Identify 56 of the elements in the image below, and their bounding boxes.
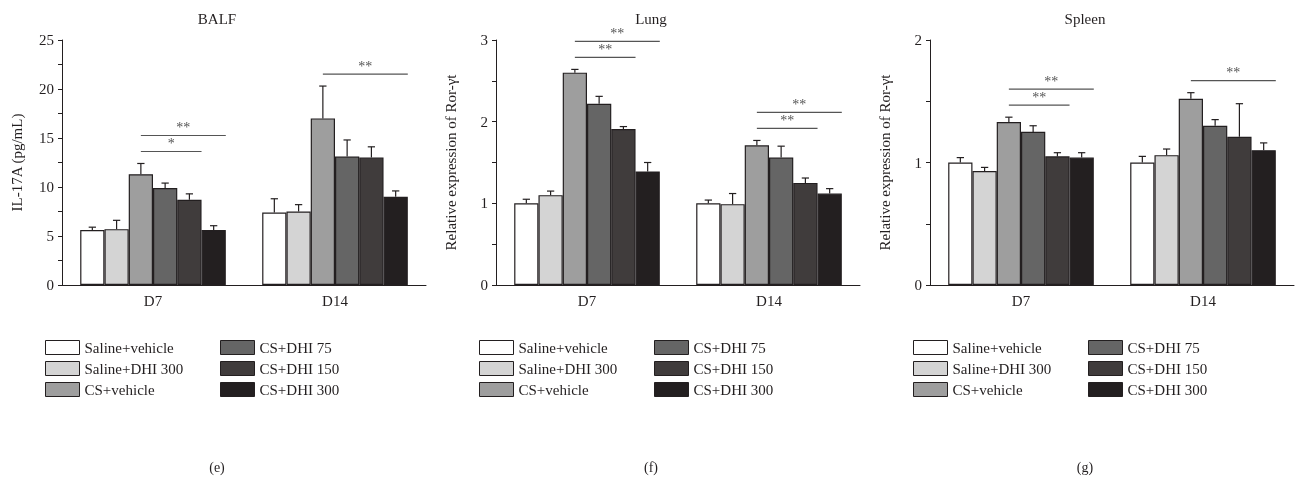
y-tick-label: 15 xyxy=(39,130,54,146)
legend-label: Saline+vehicle xyxy=(84,339,175,356)
y-tick-label: 3 xyxy=(480,32,488,48)
legend-label: Saline+vehicle xyxy=(518,339,609,356)
chart-title: Spleen xyxy=(1064,10,1106,27)
legend-label: CS+DHI 75 xyxy=(1127,339,1200,356)
legend-label: CS+vehicle xyxy=(952,381,1023,398)
annotation: ** xyxy=(598,41,613,57)
legend-label: CS+vehicle xyxy=(84,381,155,398)
y-tick-label: 1 xyxy=(914,154,922,171)
annotation: ** xyxy=(792,96,807,112)
legend-label: CS+DHI 150 xyxy=(1127,360,1208,377)
annotation: ** xyxy=(1044,73,1059,89)
x-tick-label: D14 xyxy=(756,292,783,309)
y-tick-label: 2 xyxy=(480,113,488,130)
y-tick-label: 2 xyxy=(914,32,922,48)
annotation: ** xyxy=(610,25,625,41)
text: (e) xyxy=(208,460,226,476)
y-tick-label: 20 xyxy=(39,81,54,97)
legend-label: CS+DHI 75 xyxy=(259,339,332,356)
y-tick-label: 5 xyxy=(46,228,54,244)
y-axis-title: Relative expression of Ror-γt xyxy=(876,73,893,251)
annotation: ** xyxy=(1032,89,1047,105)
annotation: ** xyxy=(358,58,373,74)
legend-label: Saline+DHI 300 xyxy=(84,360,184,377)
annotation: ** xyxy=(1226,65,1241,81)
legend-label: CS+DHI 300 xyxy=(259,381,340,398)
legend-label: CS+DHI 75 xyxy=(693,339,766,356)
x-tick-label: D7 xyxy=(1011,292,1031,309)
y-axis-title: IL-17A (pg/mL) xyxy=(8,113,26,212)
y-tick-label: 10 xyxy=(39,179,54,195)
x-tick-label: D14 xyxy=(1190,292,1217,309)
chart-title: BALF xyxy=(197,10,237,27)
legend-label: Saline+vehicle xyxy=(952,339,1043,356)
x-tick-label: D7 xyxy=(577,292,597,309)
y-tick-label: 0 xyxy=(480,277,488,293)
y-tick-label: 0 xyxy=(46,277,54,293)
legend-label: CS+DHI 300 xyxy=(693,381,774,398)
y-tick-label: 1 xyxy=(480,195,488,212)
x-tick-label: D14 xyxy=(322,292,349,309)
legend-label: CS+DHI 150 xyxy=(259,360,340,377)
chart-title: Lung xyxy=(635,10,668,27)
text: (g) xyxy=(1075,460,1095,476)
annotation: ** xyxy=(176,119,191,135)
legend-label: CS+DHI 300 xyxy=(1127,381,1208,398)
y-tick-label: 0 xyxy=(914,277,922,293)
legend-label: Saline+DHI 300 xyxy=(952,360,1052,377)
legend-label: Saline+DHI 300 xyxy=(518,360,618,377)
annotation: ** xyxy=(780,112,795,128)
x-tick-label: D7 xyxy=(143,292,163,309)
annotation: * xyxy=(167,135,175,151)
text: (f) xyxy=(643,460,659,476)
legend-label: CS+vehicle xyxy=(518,381,589,398)
y-tick-label: 25 xyxy=(39,32,54,48)
y-axis-title: Relative expression of Ror-γt xyxy=(442,73,459,251)
legend-label: CS+DHI 150 xyxy=(693,360,774,377)
